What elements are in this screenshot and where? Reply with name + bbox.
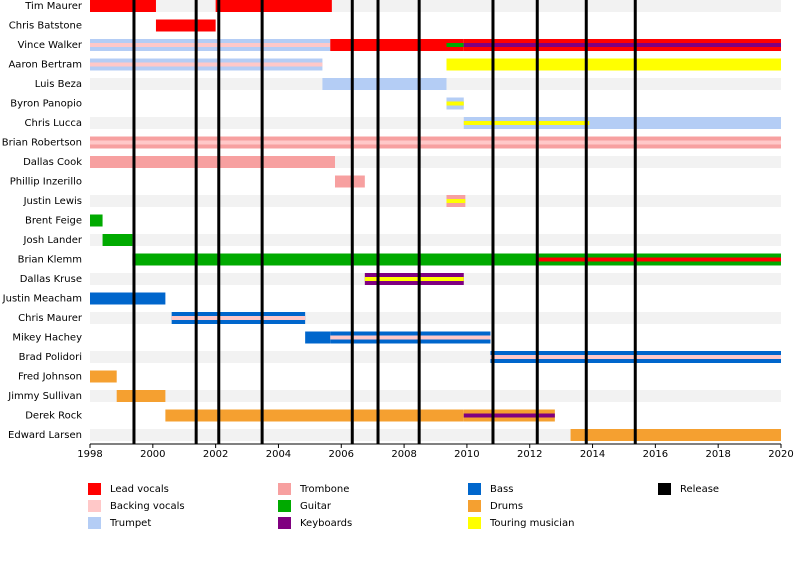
legend-swatch xyxy=(278,517,291,529)
member-label: Brad Polidori xyxy=(19,352,82,363)
member-label: Derek Rock xyxy=(25,411,82,422)
bar xyxy=(165,409,464,422)
bar-stripe xyxy=(330,335,491,340)
bar xyxy=(446,58,781,71)
member-label: Tim Maurer xyxy=(24,1,83,12)
member-label: Byron Panopio xyxy=(10,99,82,110)
bar-stripe xyxy=(446,43,464,47)
member-label: Vince Walker xyxy=(18,40,83,51)
legend-label: Bass xyxy=(490,484,513,495)
legend-swatch xyxy=(658,483,671,495)
x-tick-label: 2012 xyxy=(517,449,542,460)
bar xyxy=(334,175,365,188)
legend-swatch xyxy=(278,483,291,495)
bar-stripe xyxy=(537,257,781,262)
bar xyxy=(155,19,216,32)
x-tick-label: 2000 xyxy=(140,449,165,460)
member-label: Fred Johnson xyxy=(18,372,82,383)
legend-label: Release xyxy=(680,484,719,495)
bar xyxy=(322,78,447,90)
member-label: Justin Meacham xyxy=(2,294,82,305)
legend-label: Touring musician xyxy=(489,518,574,529)
bar-stripe xyxy=(463,43,781,47)
bar xyxy=(102,234,133,246)
legend-swatch xyxy=(88,483,101,495)
member-label: Aaron Bertram xyxy=(8,60,82,71)
x-tick-label: 2004 xyxy=(266,449,291,460)
bar-stripe xyxy=(446,101,464,106)
bar xyxy=(570,429,781,441)
legend-swatch xyxy=(278,500,291,512)
bar xyxy=(589,117,781,129)
row-band xyxy=(90,195,781,207)
member-label: Phillip Inzerillo xyxy=(10,177,82,188)
member-label: Chris Maurer xyxy=(18,313,83,324)
bar xyxy=(330,39,447,51)
bar xyxy=(90,0,156,12)
bar xyxy=(90,156,335,168)
legend-swatch xyxy=(88,517,101,529)
bar-stripe xyxy=(90,62,323,67)
legend-label: Trombone xyxy=(299,484,349,495)
member-label: Brian Robertson xyxy=(2,138,82,149)
bar xyxy=(215,0,332,12)
row-band xyxy=(90,0,781,12)
bar-stripe xyxy=(90,140,781,145)
member-label: Brent Feige xyxy=(25,216,82,227)
member-label: Chris Batstone xyxy=(9,21,82,32)
x-tick-label: 2020 xyxy=(768,449,793,460)
member-label: Mikey Hachey xyxy=(12,333,82,344)
bar xyxy=(90,214,103,227)
x-tick-label: 2010 xyxy=(454,449,479,460)
legend-swatch xyxy=(468,517,481,529)
x-tick-label: 2018 xyxy=(705,449,730,460)
legend-label: Lead vocals xyxy=(110,484,169,495)
member-label: Dallas Kruse xyxy=(20,274,82,285)
x-tick-label: 1998 xyxy=(77,449,102,460)
legend-label: Trumpet xyxy=(109,518,151,529)
legend-label: Guitar xyxy=(300,501,332,512)
member-label: Justin Lewis xyxy=(23,196,82,207)
bar-stripe xyxy=(90,43,331,47)
legend-label: Keyboards xyxy=(300,518,352,529)
member-label: Chris Lucca xyxy=(25,118,82,129)
x-tick-label: 2006 xyxy=(329,449,354,460)
bar xyxy=(305,331,331,344)
member-label: Josh Lander xyxy=(23,235,83,246)
row-band xyxy=(90,234,781,246)
bar xyxy=(90,292,166,305)
legend-swatch xyxy=(88,500,101,512)
legend-swatch xyxy=(468,483,481,495)
bar-stripe xyxy=(364,277,464,281)
bar-stripe xyxy=(171,316,306,320)
row-band xyxy=(90,390,781,402)
legend-swatch xyxy=(468,500,481,512)
x-tick-label: 2002 xyxy=(203,449,228,460)
x-tick-label: 2008 xyxy=(391,449,416,460)
x-tick-label: 2014 xyxy=(580,449,605,460)
bar-stripe xyxy=(463,413,555,418)
bar-stripe xyxy=(446,199,466,203)
member-label: Luis Beza xyxy=(35,79,82,90)
bar xyxy=(116,390,166,402)
member-label: Brian Klemm xyxy=(18,255,82,266)
bar-stripe xyxy=(463,121,590,125)
bar xyxy=(90,370,117,383)
legend-label: Backing vocals xyxy=(110,501,185,512)
member-label: Dallas Cook xyxy=(23,157,82,168)
x-tick-label: 2016 xyxy=(643,449,668,460)
member-label: Jimmy Sullivan xyxy=(7,391,82,402)
legend-label: Drums xyxy=(490,501,523,512)
member-label: Edward Larsen xyxy=(8,430,82,441)
bar xyxy=(132,253,538,266)
